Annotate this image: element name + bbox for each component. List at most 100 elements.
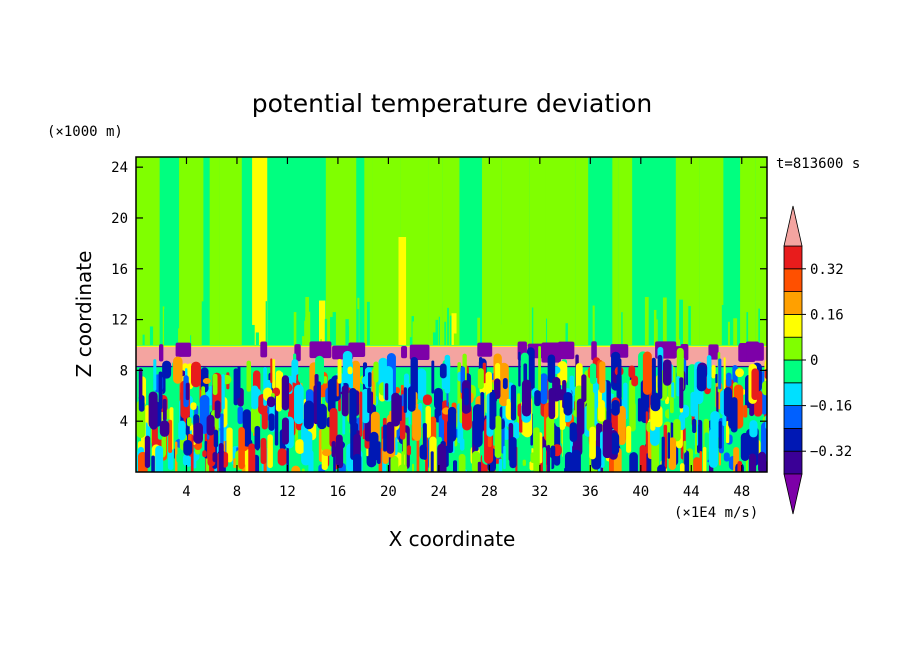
field-cell <box>435 319 439 345</box>
field-cell <box>209 157 220 345</box>
field-cell <box>212 373 218 396</box>
field-cell <box>270 358 273 384</box>
field-cell <box>277 448 287 466</box>
field-cell <box>175 342 192 357</box>
field-cell <box>546 318 548 345</box>
plot-frame <box>135 156 768 473</box>
field-cell <box>534 390 541 407</box>
field-cell <box>218 442 224 472</box>
field-cell <box>153 359 157 391</box>
colorbar-band <box>783 382 803 406</box>
colorbar-min-arrow <box>783 473 803 515</box>
field-cell <box>617 358 622 384</box>
field-cell <box>151 455 155 472</box>
field-cell <box>428 157 443 345</box>
field-cell <box>303 400 314 430</box>
field-cell <box>412 321 415 345</box>
time-label: t=813600 s <box>776 156 860 172</box>
field-cell <box>401 346 408 359</box>
field-cell <box>591 341 597 361</box>
y-tick-label: 16 <box>111 262 128 278</box>
plot-field <box>136 157 767 472</box>
field-cell <box>706 355 712 389</box>
field-cell <box>138 323 141 345</box>
field-cell <box>394 299 398 345</box>
field-cell <box>398 237 407 345</box>
field-cell <box>206 414 215 436</box>
field-cell <box>158 344 164 362</box>
x-tick-label: 20 <box>380 484 397 500</box>
field-cell <box>407 386 416 412</box>
field-cell <box>136 157 160 345</box>
field-cell <box>598 399 605 422</box>
field-cell <box>612 157 619 345</box>
field-cell <box>327 313 330 345</box>
colorbar-band <box>783 359 803 384</box>
field-cell <box>722 414 727 427</box>
field-cell <box>219 157 242 345</box>
field-cell <box>502 378 508 390</box>
field-cell <box>696 419 703 454</box>
field-cell <box>422 423 427 460</box>
field-cell <box>155 445 164 472</box>
field-cell <box>723 452 730 462</box>
x-axis-label: X coordinate <box>389 527 516 551</box>
field-cell <box>332 312 336 345</box>
y-tick-label: 20 <box>111 211 128 227</box>
field-cell <box>726 372 732 387</box>
field-cell <box>676 376 681 397</box>
colorbar-tick-label: −0.32 <box>810 444 852 460</box>
field-cell <box>447 406 457 442</box>
field-cell <box>733 318 738 345</box>
field-cell <box>330 316 334 345</box>
field-cell <box>518 303 522 345</box>
field-cell <box>364 157 373 345</box>
field-cell <box>740 157 756 345</box>
field-cell <box>237 366 241 395</box>
field-cell <box>547 354 556 383</box>
field-cell <box>221 374 225 410</box>
field-cell <box>548 388 556 420</box>
field-cell <box>693 457 701 472</box>
field-cell <box>324 318 328 345</box>
field-cell <box>345 319 349 345</box>
field-cell <box>409 337 413 345</box>
field-cell <box>487 433 492 448</box>
field-cell <box>611 400 620 416</box>
field-cell <box>669 397 674 414</box>
field-cell <box>758 308 760 345</box>
field-cell <box>503 445 506 470</box>
field-cell <box>327 335 331 345</box>
field-cell <box>265 301 268 345</box>
field-cell <box>564 451 574 472</box>
field-cell <box>679 299 683 345</box>
field-cell <box>191 361 201 388</box>
field-cell <box>758 451 767 472</box>
field-cell <box>260 437 267 465</box>
field-cell <box>716 324 720 345</box>
colorbar-band <box>783 336 803 361</box>
chart-title: potential temperature deviation <box>252 89 652 118</box>
field-cell <box>318 300 326 345</box>
field-cell <box>546 415 555 448</box>
field-cell <box>226 427 233 463</box>
field-cell <box>656 319 658 345</box>
field-cell <box>201 301 206 345</box>
field-cell <box>657 301 659 345</box>
field-cell <box>538 346 541 392</box>
field-cell <box>618 157 633 345</box>
field-cell <box>542 447 546 472</box>
field-cell <box>653 309 657 345</box>
field-cell <box>359 391 363 437</box>
field-cell <box>472 404 483 448</box>
field-cell <box>529 157 546 345</box>
field-cell <box>180 306 184 345</box>
field-cell <box>477 368 484 390</box>
field-cell <box>442 157 460 345</box>
field-cell <box>558 341 575 360</box>
field-cell <box>755 157 767 345</box>
field-cell <box>498 458 503 472</box>
y-tick-label: 24 <box>111 160 128 176</box>
field-cell <box>468 296 471 345</box>
field-cell <box>679 463 685 472</box>
